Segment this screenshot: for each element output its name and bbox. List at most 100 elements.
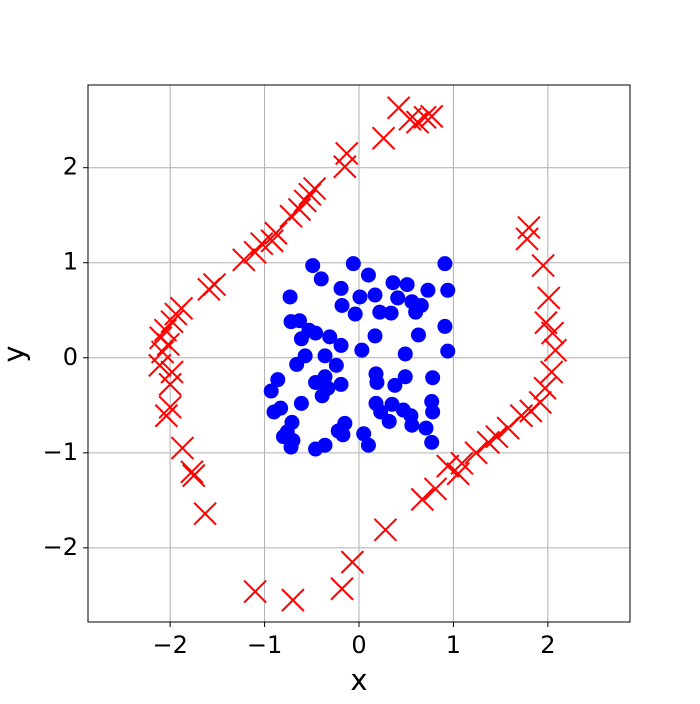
x-marker [333, 155, 357, 179]
point [369, 374, 385, 390]
x-marker [232, 248, 256, 272]
point [367, 328, 383, 344]
point [322, 329, 338, 345]
y-axis-label: y [0, 345, 31, 362]
point [352, 289, 368, 305]
x-marker [373, 518, 398, 542]
point [333, 376, 349, 392]
point [266, 404, 282, 420]
x-marker [298, 182, 322, 207]
point [354, 342, 370, 358]
x-marker [485, 424, 509, 449]
x-marker [540, 321, 565, 345]
point [384, 396, 400, 412]
point [308, 325, 324, 341]
x-marker [537, 286, 561, 310]
point [263, 383, 279, 399]
point [399, 277, 415, 293]
point [283, 439, 299, 455]
x-marker [515, 227, 539, 251]
point [313, 271, 329, 287]
point [410, 327, 426, 343]
x-tick-label: −2 [152, 631, 187, 659]
x-marker [148, 353, 172, 378]
x-axis-label: x [350, 663, 367, 697]
x-marker [260, 229, 284, 253]
point [437, 318, 453, 334]
x-marker [158, 395, 182, 419]
x-marker [340, 550, 365, 574]
x-marker [150, 340, 175, 364]
point [356, 426, 372, 442]
point [334, 298, 350, 314]
x-marker [170, 436, 195, 460]
point [289, 356, 305, 372]
point [293, 395, 309, 411]
x-marker [533, 376, 557, 400]
x-marker [180, 460, 204, 484]
x-marker [279, 204, 303, 228]
x-marker [450, 451, 474, 475]
point [397, 369, 413, 385]
y-tick-label: −2 [43, 533, 78, 561]
x-marker [517, 215, 541, 240]
point [385, 275, 401, 291]
plot-frame [87, 84, 631, 623]
x-marker [464, 441, 488, 465]
point [308, 374, 324, 390]
x-marker [436, 454, 460, 478]
point [390, 290, 406, 306]
point [305, 258, 321, 274]
point [345, 256, 361, 272]
x-marker [531, 253, 555, 278]
point [381, 413, 397, 429]
point [420, 282, 436, 298]
point [387, 377, 403, 393]
point [335, 427, 351, 443]
x-marker [398, 107, 422, 131]
point [314, 388, 330, 404]
point [425, 370, 441, 386]
x-marker [158, 372, 182, 397]
point [282, 289, 298, 305]
x-tick-label: −1 [247, 631, 282, 659]
x-marker [264, 221, 288, 245]
point [360, 267, 376, 283]
point [292, 313, 308, 329]
point [308, 441, 324, 457]
point [333, 280, 349, 296]
point [372, 304, 388, 320]
y-tick-label: 0 [63, 343, 78, 371]
x-tick-label: 1 [446, 631, 461, 659]
point [293, 331, 309, 347]
point [383, 305, 399, 321]
x-marker [182, 463, 206, 488]
point [360, 437, 376, 453]
y-tick-label: 2 [63, 153, 78, 181]
x-marker [419, 104, 444, 129]
point [440, 282, 456, 298]
point [367, 287, 383, 303]
x-marker [154, 404, 179, 428]
point [404, 417, 420, 433]
x-marker [281, 588, 305, 612]
x-marker [405, 110, 430, 134]
x-tick-label: 0 [351, 631, 366, 659]
point [317, 348, 333, 364]
x-marker [528, 390, 553, 415]
point [328, 357, 344, 373]
point [408, 304, 424, 320]
point [440, 343, 456, 359]
x-marker [197, 277, 221, 302]
point [425, 404, 441, 420]
point [437, 256, 453, 272]
x-marker [243, 240, 267, 264]
x-marker [243, 579, 267, 604]
point [347, 306, 363, 322]
x-marker [534, 310, 558, 335]
x-marker [193, 501, 217, 526]
x-marker [153, 318, 178, 342]
x-marker [164, 302, 188, 326]
point [333, 337, 349, 353]
x-tick-label: 2 [540, 631, 555, 659]
